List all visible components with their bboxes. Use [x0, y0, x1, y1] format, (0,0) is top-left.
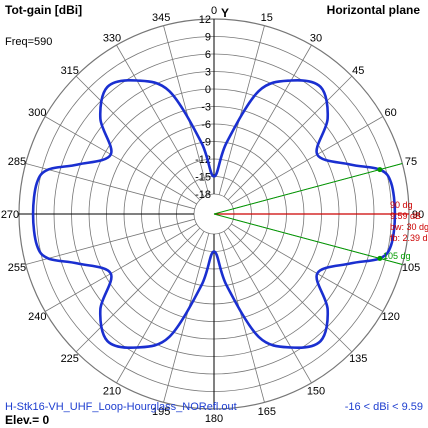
- radial-tick--6: -6: [201, 119, 211, 131]
- grid-spoke-345: [163, 25, 210, 195]
- grid-spoke-150: [223, 231, 312, 384]
- angle-tick-90: 90: [412, 209, 424, 221]
- grid-spoke-225: [75, 227, 201, 353]
- radial-tick-9: 9: [205, 32, 211, 44]
- angle-tick-210: 210: [103, 386, 121, 398]
- grid-spoke-300: [44, 116, 197, 205]
- angle-tick-345: 345: [152, 12, 170, 24]
- angle-tick-15: 15: [261, 12, 273, 24]
- radial-tick--18: -18: [195, 189, 211, 201]
- grid-spoke-195: [163, 233, 210, 403]
- front-back-label: fb: 2.39 dB: [390, 233, 428, 243]
- chart-title: Tot-gain [dBi]: [5, 3, 83, 17]
- beamwidth-point-1: [377, 167, 383, 173]
- grid-spoke-210: [116, 231, 205, 384]
- radial-tick-3: 3: [205, 67, 211, 79]
- beamwidth-line-1: [213, 163, 403, 215]
- angle-tick-75: 75: [405, 156, 417, 168]
- angle-tick-45: 45: [352, 65, 364, 77]
- angle-tick-285: 285: [8, 156, 26, 168]
- angle-tick-270: 270: [1, 209, 19, 221]
- max-angle-label: 90 dg: [390, 200, 413, 210]
- angle-tick-330: 330: [103, 32, 121, 44]
- angle-tick-165: 165: [258, 406, 276, 418]
- grid-spoke-330: [116, 44, 205, 197]
- beamwidth-angle-label: 105 dg: [383, 251, 411, 261]
- grid-spoke-120: [231, 223, 384, 312]
- angle-tick-180: 180: [205, 413, 223, 425]
- grid-spoke-135: [227, 227, 353, 353]
- grid-spoke-15: [218, 25, 265, 195]
- radial-tick-0: 0: [205, 84, 211, 96]
- gain-range: -16 < dBi < 9.59: [344, 401, 423, 413]
- grid-spoke-285: [25, 163, 195, 210]
- angle-tick-60: 60: [385, 107, 397, 119]
- file-name: H-Stk16-VH_UHF_Loop-Hourglass_NORefl.out: [5, 401, 237, 413]
- angle-tick-240: 240: [28, 311, 46, 323]
- grid-spoke-30: [223, 44, 312, 197]
- y-axis-letter: Y: [221, 6, 229, 20]
- grid-spoke-45: [227, 75, 353, 201]
- grid-spoke-315: [75, 75, 201, 201]
- radial-tick--3: -3: [201, 102, 211, 114]
- angle-tick-labels: 0153045607590105120135150165180195210225…: [1, 5, 424, 425]
- angle-tick-255: 255: [8, 262, 26, 274]
- frequency-label: Freq=590: [5, 36, 53, 48]
- radial-tick--9: -9: [201, 137, 211, 149]
- angle-tick-120: 120: [381, 311, 399, 323]
- angle-tick-0: 0: [211, 5, 217, 17]
- angle-tick-315: 315: [61, 65, 79, 77]
- angle-tick-150: 150: [307, 386, 325, 398]
- angle-tick-300: 300: [28, 107, 46, 119]
- beamwidth-point-0: [377, 255, 383, 261]
- radial-tick-6: 6: [205, 49, 211, 61]
- radial-tick-12: 12: [199, 14, 211, 26]
- angle-tick-30: 30: [310, 32, 322, 44]
- angle-tick-135: 135: [349, 353, 367, 365]
- grid-spoke-60: [231, 116, 384, 205]
- plane-label: Horizontal plane: [326, 3, 420, 17]
- angle-tick-225: 225: [61, 353, 79, 365]
- grid-spoke-255: [25, 218, 195, 265]
- grid-spoke-165: [218, 233, 265, 403]
- max-gain-label: 9.59 dB: [390, 211, 421, 221]
- pattern-series: [31, 79, 397, 349]
- beamwidth-label: bw: 30 dg: [390, 222, 428, 232]
- beamwidth-line-0: [213, 213, 403, 265]
- angle-tick-105: 105: [402, 262, 420, 274]
- pattern-markers: [213, 163, 409, 265]
- grid-spoke-240: [44, 223, 197, 312]
- angle-tick-195: 195: [152, 406, 170, 418]
- radial-tick--15: -15: [195, 172, 211, 184]
- elevation-label: Elev.= 0: [5, 413, 50, 427]
